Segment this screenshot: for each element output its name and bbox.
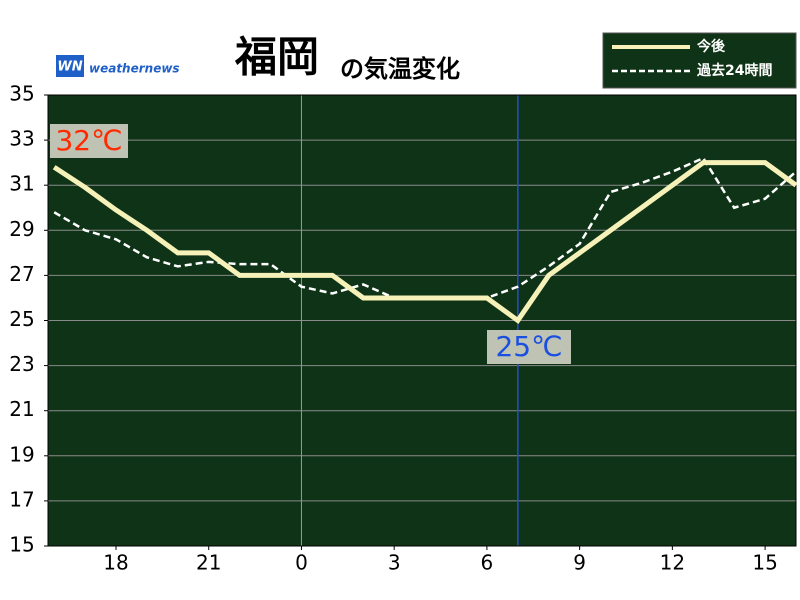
logo-text: weathernews [89, 62, 180, 76]
annotation-box [487, 330, 571, 364]
x-tick-label: 9 [573, 551, 586, 575]
plot-frame [47, 94, 797, 547]
y-tick-label: 15 [9, 533, 34, 557]
y-tick-label: 29 [9, 217, 34, 241]
y-tick-label: 27 [9, 262, 34, 286]
chart-subtitle: の気温変化 [340, 55, 460, 83]
logo: WN weathernews [56, 55, 180, 77]
legend-label: 過去24時間 [696, 62, 772, 79]
x-tick-label: 12 [660, 551, 685, 575]
annotation-box [50, 124, 128, 158]
annotation: 25℃ [495, 330, 562, 363]
x-tick-label: 0 [295, 551, 308, 575]
y-tick-label: 21 [9, 397, 34, 421]
y-tick-label: 19 [9, 442, 34, 466]
y-tick-label: 35 [9, 82, 34, 106]
logo-mark: WN [57, 60, 82, 75]
y-tick-label: 25 [9, 307, 34, 331]
annotation: 32℃ [55, 124, 122, 157]
x-tick-label: 15 [752, 551, 777, 575]
x-tick-label: 21 [196, 551, 221, 575]
series-line [53, 156, 797, 300]
chart-title: 福岡 [234, 33, 319, 82]
y-tick-label: 33 [9, 127, 34, 151]
y-tick-label: 31 [9, 172, 34, 196]
legend-label: 今後 [696, 38, 726, 55]
logo-box [56, 55, 84, 77]
y-tick-label: 23 [9, 352, 34, 376]
x-tick-label: 6 [481, 551, 494, 575]
y-tick-label: 17 [9, 487, 34, 511]
x-tick-label: 3 [388, 551, 401, 575]
series-line [52, 160, 798, 325]
x-tick-label: 18 [103, 551, 128, 575]
legend-box [602, 32, 797, 89]
